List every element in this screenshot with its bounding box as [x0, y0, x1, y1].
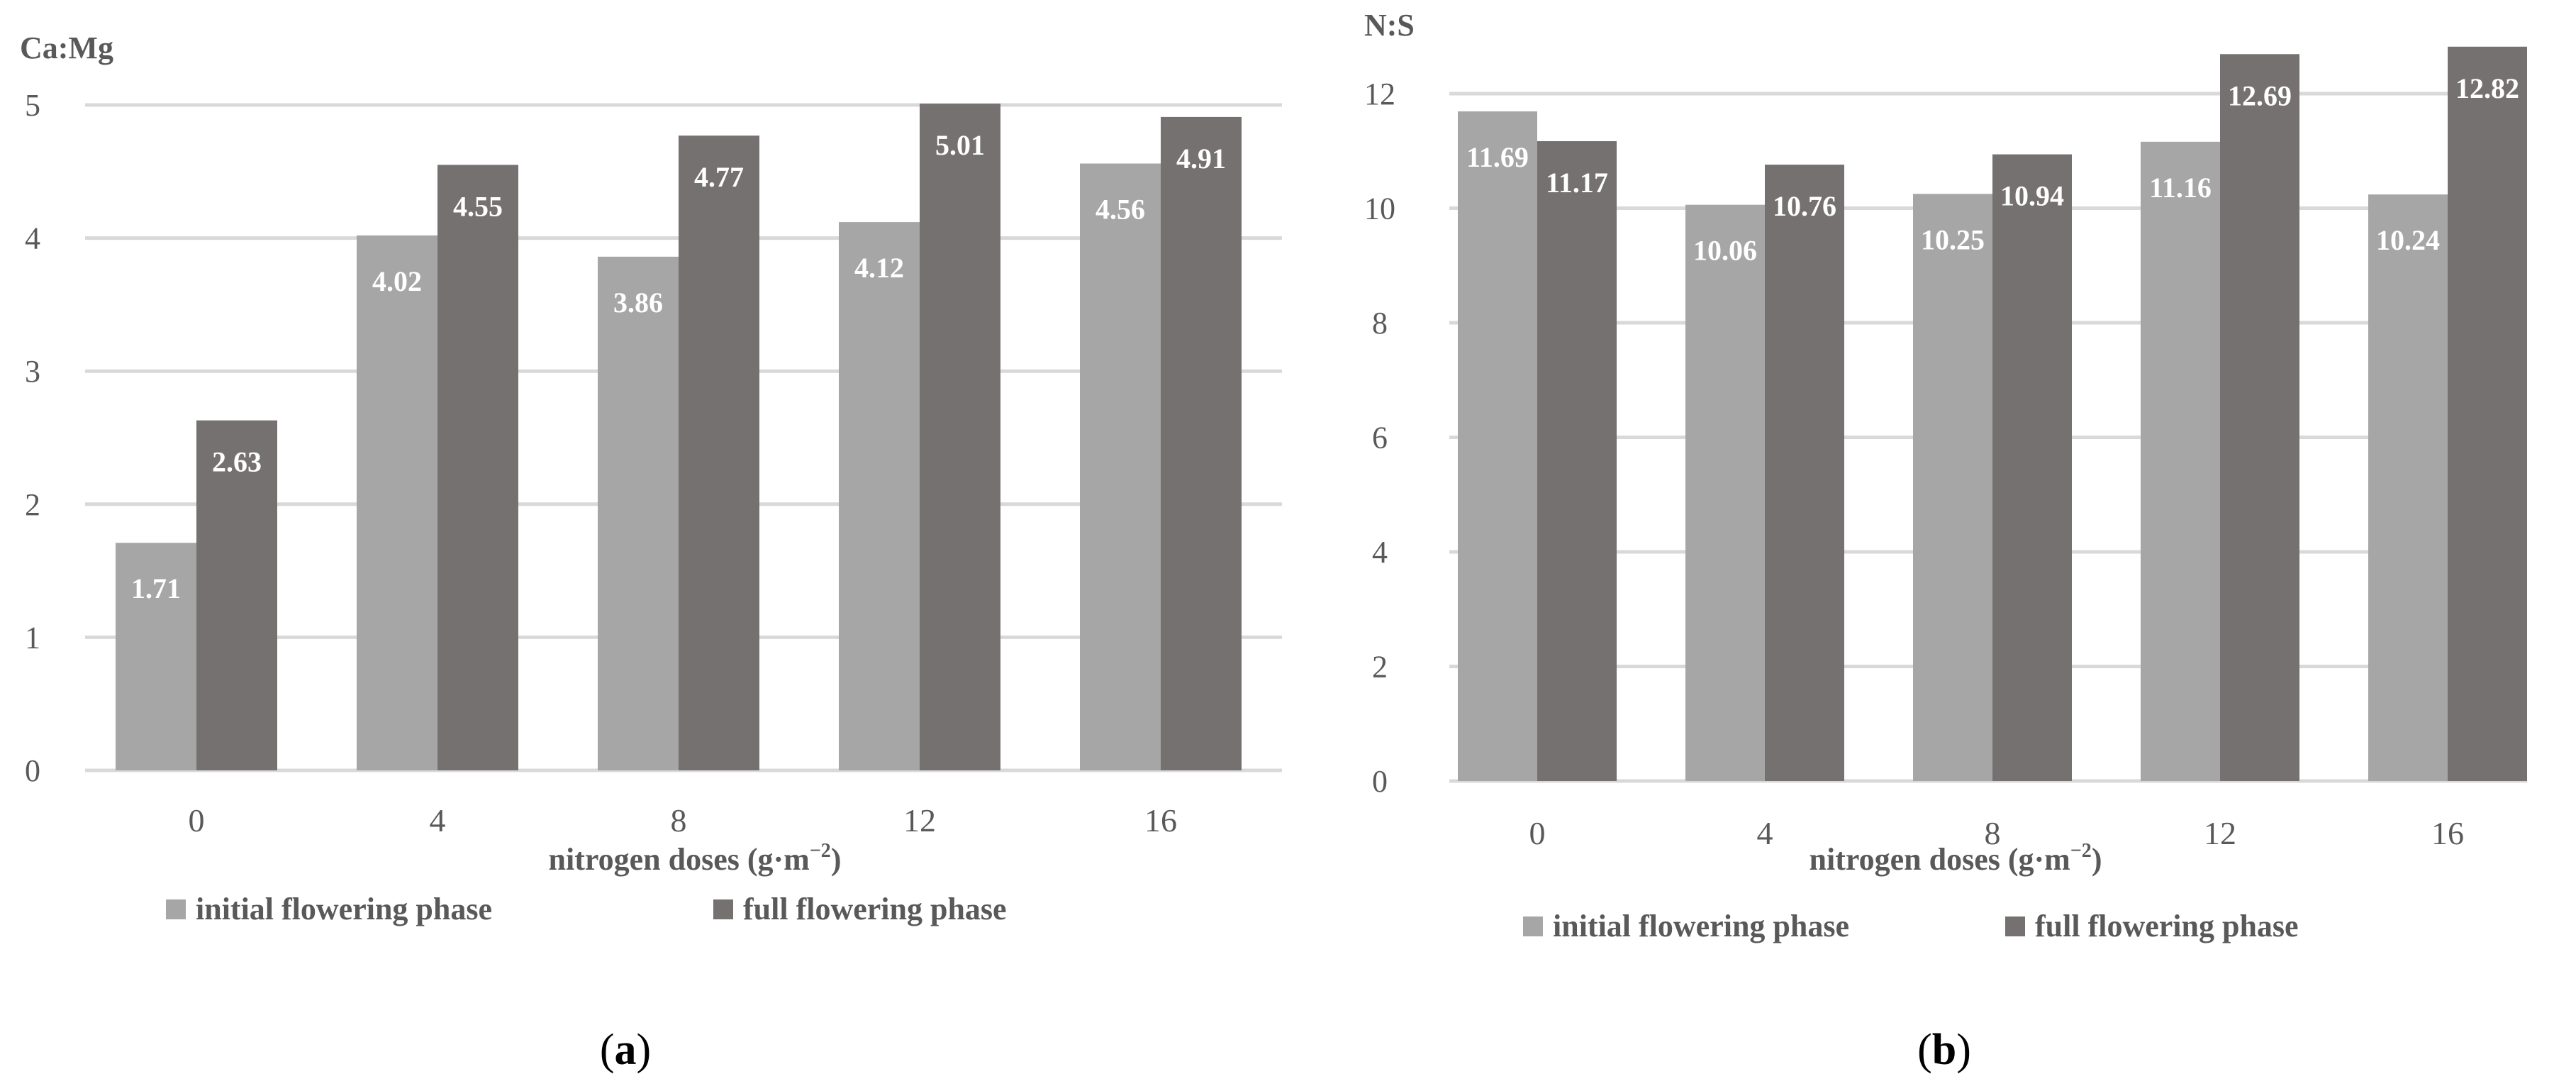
chart-a-bars: 1.71 2.63 4.02 4.55 3.86 4.77 4.12 5.01 4.56 4.91: [116, 104, 1242, 771]
chart-b-bar-full-16: [2448, 46, 2527, 781]
chart-a-x-tick-label: 16: [1144, 802, 1177, 838]
chart-b-legend-label-full: full flowering phase: [2035, 909, 2299, 943]
chart-a-y-tick-label: 0: [25, 753, 40, 788]
chart-b-y-axis-title: N:S: [1364, 8, 1415, 43]
chart-b-bar-initial-16: [2368, 194, 2448, 781]
chart-a-y-tick-label: 5: [25, 88, 40, 123]
chart-a-data-label-initial-0: 1.71: [131, 572, 181, 604]
chart-b-caption: (b): [1917, 1026, 1971, 1074]
chart-b-bar-full-4: [1765, 165, 1844, 781]
chart-b-data-label-full-12: 12.69: [2228, 79, 2292, 111]
chart-b-y-tick-label: 8: [1372, 306, 1388, 340]
chart-a-data-label-initial-8: 3.86: [613, 287, 663, 319]
chart-b-data-label-initial-4: 10.06: [1693, 235, 1757, 267]
chart-b-bar-initial-0: [1458, 111, 1537, 782]
chart-a-caption: (a): [600, 1026, 651, 1074]
chart-a-legend: initial flowering phase full flowering p…: [166, 892, 1007, 926]
chart-a-bar-full-8: [679, 135, 759, 770]
chart-b-legend-label-initial: initial flowering phase: [1553, 909, 1849, 943]
chart-b-x-axis-title-close: ): [2092, 842, 2102, 877]
chart-b-data-label-initial-8: 10.25: [1921, 223, 1985, 255]
chart-a-data-label-full-16: 4.91: [1176, 143, 1226, 175]
chart-b-y-tick-label: 6: [1372, 421, 1388, 455]
chart-a-data-label-full-12: 5.01: [935, 129, 985, 161]
chart-b-x-axis-title-sup: −2: [2070, 840, 2092, 862]
chart-a-data-label-initial-16: 4.56: [1095, 194, 1145, 226]
chart-b-y-tick-label: 4: [1372, 535, 1388, 570]
chart-b-x-tick-labels: 0 4 8 12 16: [1529, 815, 2465, 851]
chart-b-bar-initial-8: [1913, 194, 1992, 781]
chart-a-bar-initial-8: [598, 256, 679, 770]
chart-b-data-label-full-4: 10.76: [1773, 190, 1836, 222]
chart-b-y-tick-label: 0: [1372, 764, 1388, 799]
chart-a-bar-full-4: [437, 165, 518, 771]
chart-b-y-tick-labels: 0 2 4 6 8 10 12: [1364, 77, 1395, 799]
chart-b-data-label-full-0: 11.17: [1546, 167, 1608, 199]
chart-b-x-tick-label: 12: [2204, 815, 2236, 851]
chart-b-bars: 11.69 11.17 10.06 10.76 10.25 10.94 11.16 12.69…: [1458, 46, 2527, 782]
chart-b-bar-full-8: [1992, 154, 2072, 782]
chart-b-x-tick-label: 0: [1529, 815, 1546, 851]
chart-b-legend-swatch-initial: [1523, 916, 1543, 936]
chart-a-y-tick-label: 1: [25, 620, 40, 655]
chart-b-bar-full-0: [1537, 141, 1617, 781]
chart-a-x-tick-label: 4: [430, 802, 446, 838]
chart-a-bar-initial-16: [1080, 163, 1161, 770]
chart-a-x-axis-title-sup: −2: [810, 840, 831, 862]
chart-a: 1.71 2.63 4.02 4.55 3.86 4.77 4.12 5.01 4.56 4.91…: [20, 31, 1282, 1074]
chart-a-legend-label-initial: initial flowering phase: [196, 892, 492, 926]
chart-b-legend-swatch-full: [2005, 916, 2025, 936]
chart-a-x-tick-label: 12: [903, 802, 936, 838]
chart-a-y-axis-title: Ca:Mg: [20, 31, 113, 65]
chart-b-y-tick-label: 12: [1364, 77, 1395, 111]
chart-a-data-label-full-8: 4.77: [694, 161, 744, 193]
chart-a-bar-full-16: [1161, 116, 1242, 770]
chart-a-x-axis-title-close: ): [831, 842, 842, 877]
chart-b-data-label-initial-12: 11.16: [2149, 172, 2212, 204]
chart-a-x-axis-title: nitrogen doses (g·m−2): [549, 840, 842, 877]
chart-a-bar-initial-4: [357, 235, 437, 770]
chart-b-data-label-initial-16: 10.24: [2376, 224, 2440, 256]
chart-b-legend: initial flowering phase full flowering p…: [1523, 909, 2299, 943]
chart-b-x-axis-title: nitrogen doses (g·m−2): [1810, 840, 2102, 877]
chart-a-bar-initial-12: [839, 222, 920, 770]
chart-a-data-label-full-4: 4.55: [453, 190, 503, 222]
chart-b-x-tick-label: 4: [1757, 815, 1773, 851]
chart-b-bar-initial-12: [2141, 141, 2220, 781]
chart-b-bar-full-12: [2220, 54, 2299, 782]
chart-a-legend-swatch-initial: [166, 899, 186, 919]
chart-a-x-tick-label: 0: [189, 802, 205, 838]
chart-b: 11.69 11.17 10.06 10.76 10.25 10.94 11.16 12.69…: [1364, 8, 2527, 1074]
chart-b-data-label-full-8: 10.94: [2000, 180, 2064, 212]
chart-a-bar-initial-0: [116, 543, 196, 770]
chart-a-x-tick-labels: 0 4 8 12 16: [189, 802, 1178, 838]
chart-a-legend-label-full: full flowering phase: [743, 892, 1007, 926]
chart-a-legend-swatch-full: [713, 899, 733, 919]
chart-b-bar-initial-4: [1685, 204, 1765, 781]
chart-a-y-tick-label: 4: [25, 221, 40, 256]
chart-a-y-tick-labels: 0 1 2 3 4 5: [25, 88, 40, 788]
chart-b-data-label-full-16: 12.82: [2455, 72, 2519, 104]
chart-b-y-tick-label: 2: [1372, 650, 1388, 685]
chart-a-data-label-initial-12: 4.12: [854, 252, 904, 284]
chart-a-y-tick-label: 2: [25, 487, 40, 522]
chart-b-y-tick-label: 10: [1364, 192, 1395, 226]
chart-b-x-tick-label: 16: [2431, 815, 2464, 851]
chart-a-x-tick-label: 8: [671, 802, 687, 838]
chart-a-data-label-initial-4: 4.02: [372, 265, 422, 297]
chart-b-x-tick-label: 8: [1985, 815, 2001, 851]
chart-a-data-label-full-0: 2.63: [212, 446, 262, 478]
chart-a-bar-full-0: [196, 420, 277, 770]
chart-b-data-label-initial-0: 11.69: [1466, 141, 1529, 173]
chart-a-y-tick-label: 3: [25, 354, 40, 389]
chart-a-bar-full-12: [920, 104, 1000, 770]
